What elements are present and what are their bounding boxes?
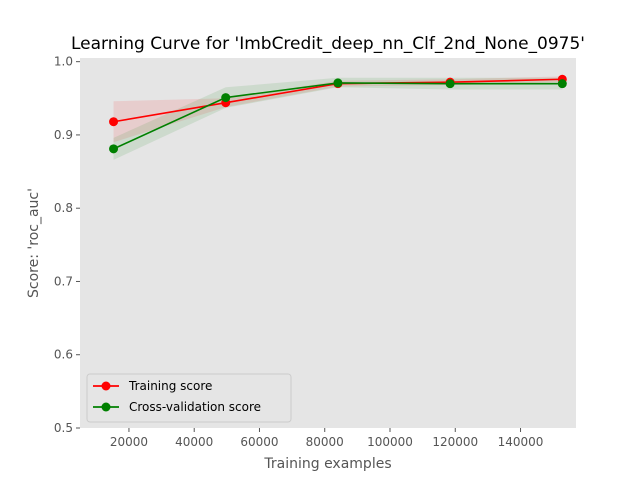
cv-score-point xyxy=(221,93,231,103)
legend-cv-marker xyxy=(101,402,111,412)
x-tick-label: 140000 xyxy=(498,435,544,449)
legend-training-marker xyxy=(101,381,111,391)
x-tick-label: 120000 xyxy=(432,435,478,449)
x-tick-label: 100000 xyxy=(367,435,413,449)
cv-score-point xyxy=(557,79,567,89)
legend-cv-label: Cross-validation score xyxy=(129,400,261,414)
y-axis-label: Score: 'roc_auc' xyxy=(26,188,42,298)
y-tick-label: 1.0 xyxy=(54,55,73,69)
y-tick-label: 0.8 xyxy=(54,201,73,215)
y-axis-ticks: 0.5 0.6 0.7 0.8 0.9 1.0 xyxy=(54,55,80,435)
x-tick-label: 80000 xyxy=(306,435,344,449)
legend-training-label: Training score xyxy=(128,379,212,393)
y-tick-label: 0.6 xyxy=(54,348,73,362)
plot-area xyxy=(80,58,576,428)
y-tick-label: 0.5 xyxy=(54,421,73,435)
cv-score-point xyxy=(333,78,343,88)
x-tick-label: 60000 xyxy=(240,435,278,449)
y-tick-label: 0.9 xyxy=(54,128,73,142)
legend: Training score Cross-validation score xyxy=(86,373,292,423)
y-tick-label: 0.7 xyxy=(54,274,73,288)
series-points xyxy=(109,74,567,154)
x-axis-label: Training examples xyxy=(263,456,391,472)
legend-box xyxy=(86,373,292,423)
cv-score-point xyxy=(445,79,455,89)
x-tick-label: 40000 xyxy=(175,435,213,449)
cv-score-point xyxy=(109,144,119,154)
x-tick-label: 20000 xyxy=(110,435,148,449)
chart-title: Learning Curve for 'ImbCredit_deep_nn_Cl… xyxy=(71,34,585,54)
x-axis-ticks: 20000 40000 60000 80000 100000 120000 140000 xyxy=(110,428,544,449)
training-score-point xyxy=(109,117,119,127)
